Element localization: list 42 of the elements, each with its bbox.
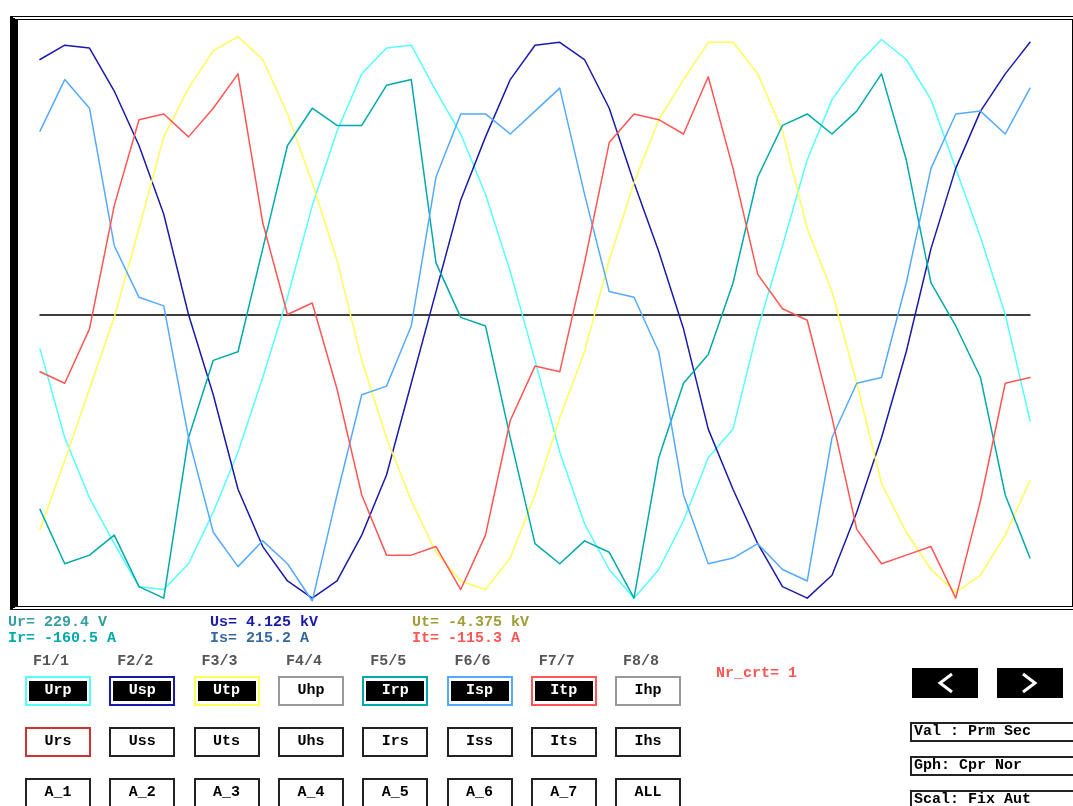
text: A_4	[297, 783, 325, 803]
text: Urp	[29, 681, 87, 701]
text: Irs	[381, 732, 409, 752]
text: Scal: Fix Aut	[910, 790, 1073, 806]
text: Isp	[450, 681, 509, 701]
text: Ut= -4.375 kV	[412, 614, 530, 631]
text: Irp	[366, 681, 425, 701]
text: Itp	[534, 681, 593, 701]
text: F1/1	[33, 653, 70, 670]
text: Urs	[44, 732, 72, 752]
text: Is= 215.2 A	[210, 630, 310, 647]
text: F7/7	[538, 653, 575, 670]
text: Ir= -160.5 A	[8, 630, 117, 647]
text: F5/5	[370, 653, 407, 670]
text: It= -115.3 A	[412, 630, 521, 647]
text: A_1	[44, 783, 72, 803]
text: A_2	[128, 783, 156, 803]
text: Iss	[465, 732, 493, 752]
text: F2/2	[117, 653, 154, 670]
text: Gph: Cpr Nor	[910, 756, 1073, 776]
text: F4/4	[285, 653, 322, 670]
text: Utp	[197, 681, 256, 701]
text: Usp	[113, 681, 172, 701]
text: A_3	[213, 783, 241, 803]
text: Nr_crt= 1	[716, 665, 798, 682]
text: Val : Prm Sec	[910, 722, 1073, 742]
text: Ihs	[634, 732, 662, 752]
text: A_7	[550, 783, 578, 803]
text: A_5	[381, 783, 409, 803]
text: ALL	[634, 783, 662, 803]
text: Uhs	[297, 732, 325, 752]
text: Ihp	[634, 681, 662, 701]
text: Ur= 229.4 V	[8, 614, 108, 631]
text: A_6	[465, 783, 493, 803]
text: Uhp	[297, 681, 325, 701]
text: F6/6	[454, 653, 491, 670]
text: F8/8	[623, 653, 660, 670]
text: Uss	[128, 732, 156, 752]
text: F3/3	[201, 653, 238, 670]
text: Uts	[213, 732, 241, 752]
text: Us= 4.125 kV	[210, 614, 319, 631]
text: Its	[550, 732, 578, 752]
